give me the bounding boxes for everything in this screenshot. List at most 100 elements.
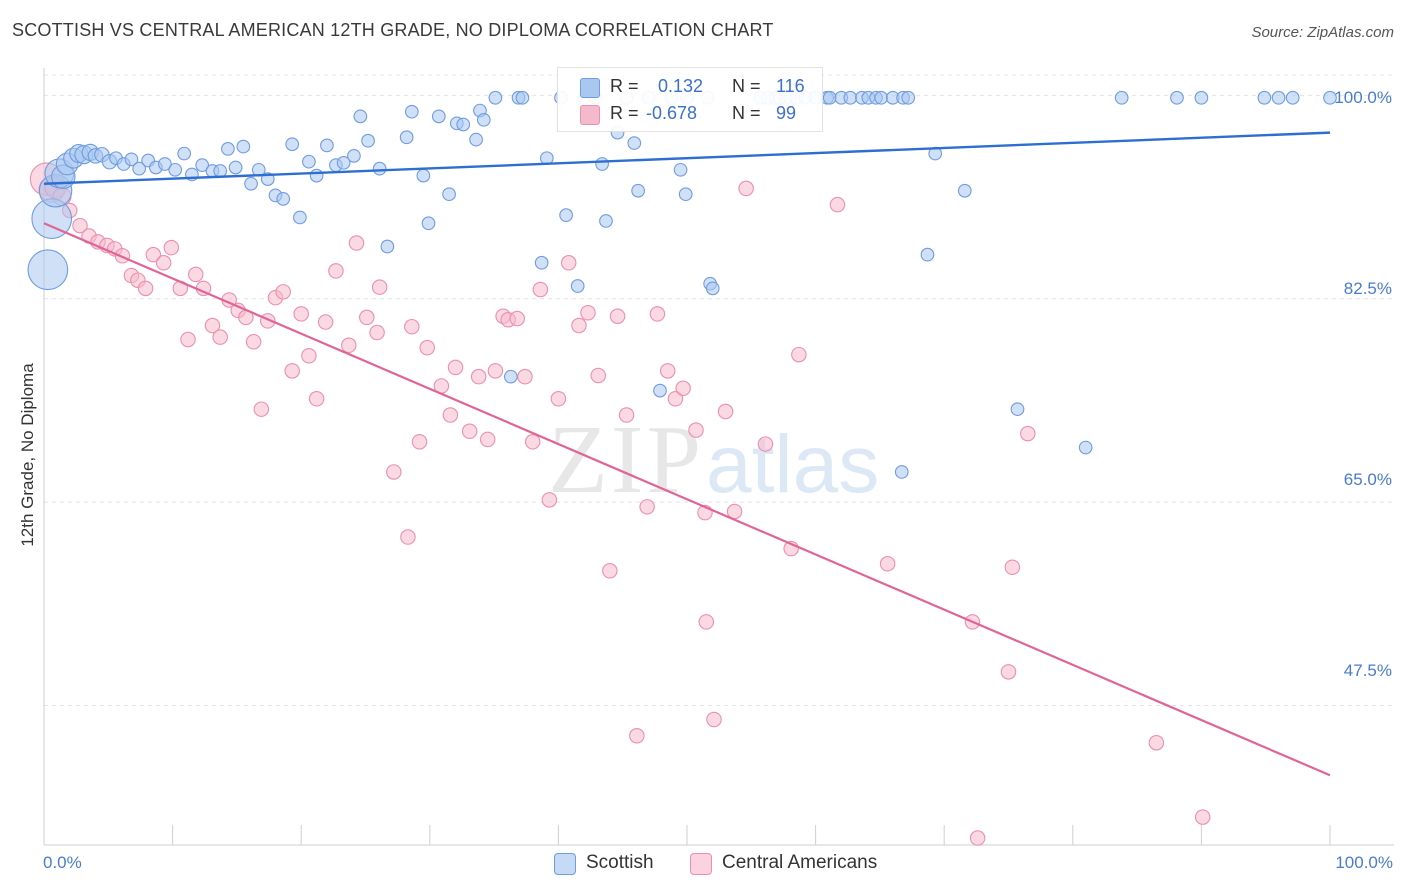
scottish-point <box>168 162 183 177</box>
scottish-point <box>469 132 483 147</box>
y-axis-title: 12th Grade, No Diploma <box>18 363 37 547</box>
central-americans-trend-line <box>43 222 1331 777</box>
scottish-point <box>320 138 334 153</box>
central-americans-point <box>275 284 291 300</box>
scottish-point <box>599 214 613 228</box>
scottish-point <box>302 154 316 169</box>
central-americans-point <box>1148 734 1165 751</box>
scottish-point <box>631 183 645 198</box>
central-americans-point <box>479 431 496 448</box>
central-americans-point <box>1194 809 1211 825</box>
central-americans-point <box>400 529 416 545</box>
central-americans-point <box>163 239 180 256</box>
scottish-point <box>534 255 549 270</box>
legend-r-label: R = <box>610 76 639 96</box>
central-americans-point <box>509 310 525 327</box>
central-americans-point <box>404 318 420 335</box>
scottish-point <box>570 279 585 293</box>
scottish-point <box>416 168 431 183</box>
scottish-point <box>372 161 387 176</box>
central-americans-point <box>487 363 504 379</box>
scottish-point <box>503 369 518 384</box>
central-americans-point <box>442 407 459 423</box>
legend-swatch-pink <box>690 853 712 875</box>
legend-n-label: N = <box>732 76 761 96</box>
scottish-point <box>920 247 935 262</box>
central-americans-point <box>550 390 567 407</box>
scottish-point <box>221 142 235 156</box>
central-americans-point <box>1000 664 1017 680</box>
scottish-point <box>158 157 172 171</box>
central-americans-point <box>629 728 645 744</box>
scottish-point <box>595 157 609 171</box>
central-americans-point <box>659 363 676 379</box>
chart-source: Source: ZipAtlas.com <box>1251 24 1394 41</box>
legend-n-label: N = <box>732 103 761 123</box>
chart-title: SCOTTISH VS CENTRAL AMERICAN 12TH GRADE,… <box>12 20 774 40</box>
central-americans-point <box>145 246 162 263</box>
scottish-point <box>901 90 916 105</box>
legend-r-value: -0.678 <box>646 103 698 123</box>
scottish-point <box>336 155 351 170</box>
central-americans-point <box>649 306 666 322</box>
legend-n-value: 116 <box>776 76 805 96</box>
scottish-point <box>705 281 720 296</box>
series-legend: Scottish Central Americans <box>0 851 1406 879</box>
central-americans-point <box>419 339 435 356</box>
central-americans-point <box>791 346 807 363</box>
central-americans-point <box>829 196 846 213</box>
scottish-point <box>309 168 324 183</box>
scottish-point <box>195 158 210 173</box>
central-americans-point <box>524 433 541 450</box>
scottish-point <box>380 239 395 254</box>
central-americans-point <box>137 280 154 297</box>
scottish-point <box>236 139 251 154</box>
scottish-point <box>957 183 972 198</box>
scottish-point <box>421 216 436 231</box>
central-americans-point <box>609 308 626 324</box>
legend-swatch-pink <box>580 105 600 125</box>
central-americans-point <box>698 614 715 630</box>
central-americans-point <box>560 255 577 271</box>
central-americans-point <box>879 556 896 572</box>
y-tick-label: 100.0% <box>1334 88 1392 107</box>
central-americans-point <box>369 324 385 341</box>
scottish-point <box>559 208 573 222</box>
legend-item-label: Scottish <box>586 852 654 873</box>
central-americans-point <box>470 368 487 385</box>
central-americans-point <box>284 363 300 379</box>
central-americans-point <box>371 279 388 295</box>
central-americans-point <box>757 436 774 452</box>
scottish-point <box>132 161 147 176</box>
scottish-point <box>627 136 642 150</box>
trend-lines <box>43 131 1331 777</box>
stats-legend: R = 0.132 N = 116 R = -0.678 N = 99 <box>557 67 823 132</box>
scottish-point <box>456 117 471 132</box>
central-americans-point <box>590 367 607 384</box>
x-tick-label: 0.0% <box>43 853 82 872</box>
central-americans-point <box>1004 559 1021 576</box>
scottish-trend-line <box>43 131 1331 185</box>
scottish-point <box>1078 440 1093 455</box>
scottish-point <box>177 146 192 161</box>
scottish-point <box>1271 90 1286 105</box>
central-americans-point <box>411 433 428 450</box>
central-americans-point <box>308 390 325 407</box>
scottish-point <box>1323 90 1337 105</box>
central-americans-point <box>688 422 704 438</box>
legend-swatch-blue <box>554 853 576 875</box>
scottish-point <box>678 187 693 202</box>
scottish-point <box>361 133 375 148</box>
scottish-point <box>894 465 909 479</box>
scottish-point <box>293 210 307 225</box>
central-americans-point <box>72 217 88 234</box>
central-americans-point <box>253 401 270 417</box>
central-americans-point <box>245 334 262 350</box>
central-americans-point <box>717 403 734 420</box>
central-americans-point <box>155 255 172 271</box>
central-americans-point <box>212 329 228 345</box>
scottish-point <box>347 149 361 163</box>
scottish-point <box>1170 90 1184 105</box>
central-americans-point <box>341 337 357 354</box>
central-americans-point <box>580 304 596 321</box>
